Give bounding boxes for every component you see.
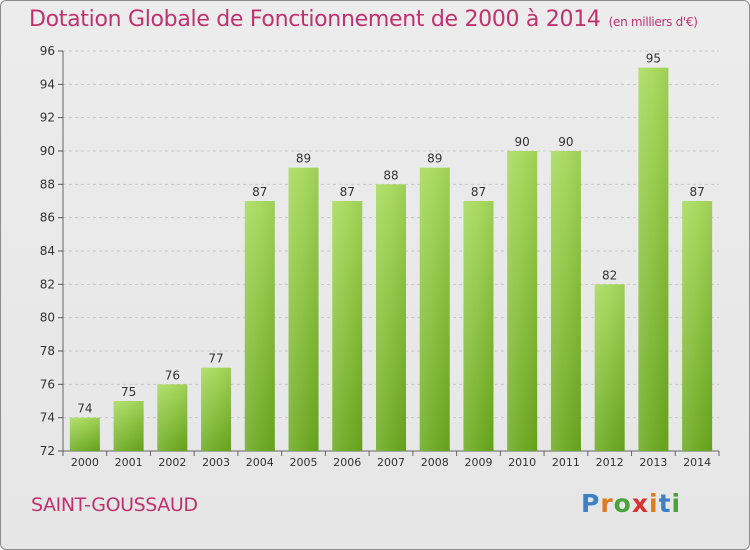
y-tick-label: 74 [40,411,55,425]
logo-letter: x [631,489,649,518]
bar-shine [332,201,363,451]
bar-shine [638,67,669,452]
y-tick-label: 72 [40,444,55,458]
x-tick-label: 2009 [464,456,492,469]
x-tick-label: 2005 [290,456,318,469]
bar-shine [157,384,188,451]
chart-title-text: Dotation Globale de Fonctionnement de 20… [29,7,601,32]
bar-value-label: 82 [602,268,617,282]
y-tick-label: 84 [40,244,55,258]
x-tick-label: 2012 [596,456,624,469]
bar-value-label: 76 [165,368,180,382]
logo-letter: i [671,489,682,518]
bar-value-label: 89 [296,152,311,166]
logo-letter: P [581,489,601,518]
logo-letter: r [600,489,614,518]
x-tick-label: 2008 [421,456,449,469]
x-tick-label: 2001 [115,456,143,469]
x-tick-label: 2003 [202,456,230,469]
bar-value-label: 95 [646,52,661,66]
y-tick-label: 92 [40,111,55,125]
bar-value-label: 90 [515,135,530,149]
bar-value-label: 89 [427,152,442,166]
logo-letter: i [649,489,659,518]
x-tick-label: 2007 [377,456,405,469]
bar-value-label: 74 [77,402,92,416]
bar-value-label: 77 [208,352,223,366]
y-tick-label: 88 [40,177,55,191]
bar-value-label: 90 [558,135,573,149]
bar-shine [113,401,144,451]
x-tick-label: 2014 [683,456,711,469]
bar-shine [244,201,275,451]
y-tick-label: 94 [40,77,55,91]
bar-shine [419,167,450,451]
x-tick-label: 2011 [552,456,580,469]
x-tick-label: 2002 [158,456,186,469]
bar-value-label: 87 [471,185,486,199]
bar-shine [463,201,494,451]
bar-shine [594,284,625,451]
y-tick-label: 78 [40,344,55,358]
x-tick-label: 2010 [508,456,536,469]
bar-shine [682,201,713,451]
chart-unit: (en milliers d'€) [608,15,698,29]
bar-shine [69,417,100,451]
logo-letter: t [658,489,672,518]
bar-value-label: 87 [689,185,704,199]
y-tick-label: 82 [40,277,55,291]
x-tick-label: 2004 [246,456,274,469]
y-tick-label: 76 [40,377,55,391]
x-tick-label: 2006 [333,456,361,469]
bar-shine [550,151,581,451]
bar-shine [507,151,538,451]
logo-letter: o [613,489,632,518]
bar-shine [288,167,319,451]
y-tick-label: 96 [40,44,55,58]
y-tick-label: 80 [40,311,55,325]
chart-title: Dotation Globale de Fonctionnement de 20… [29,7,698,32]
bar-shine [201,367,232,451]
bar-value-label: 87 [340,185,355,199]
bar-value-label: 88 [383,168,398,182]
x-tick-label: 2000 [71,456,99,469]
bar-value-label: 87 [252,185,267,199]
bar-value-label: 75 [121,385,136,399]
commune-name: SAINT-GOUSSAUD [31,494,198,516]
y-tick-label: 86 [40,211,55,225]
y-tick-label: 90 [40,144,55,158]
proxiti-logo: Proxiti [581,489,681,518]
bar-shine [376,184,406,452]
x-tick-label: 2013 [639,456,667,469]
